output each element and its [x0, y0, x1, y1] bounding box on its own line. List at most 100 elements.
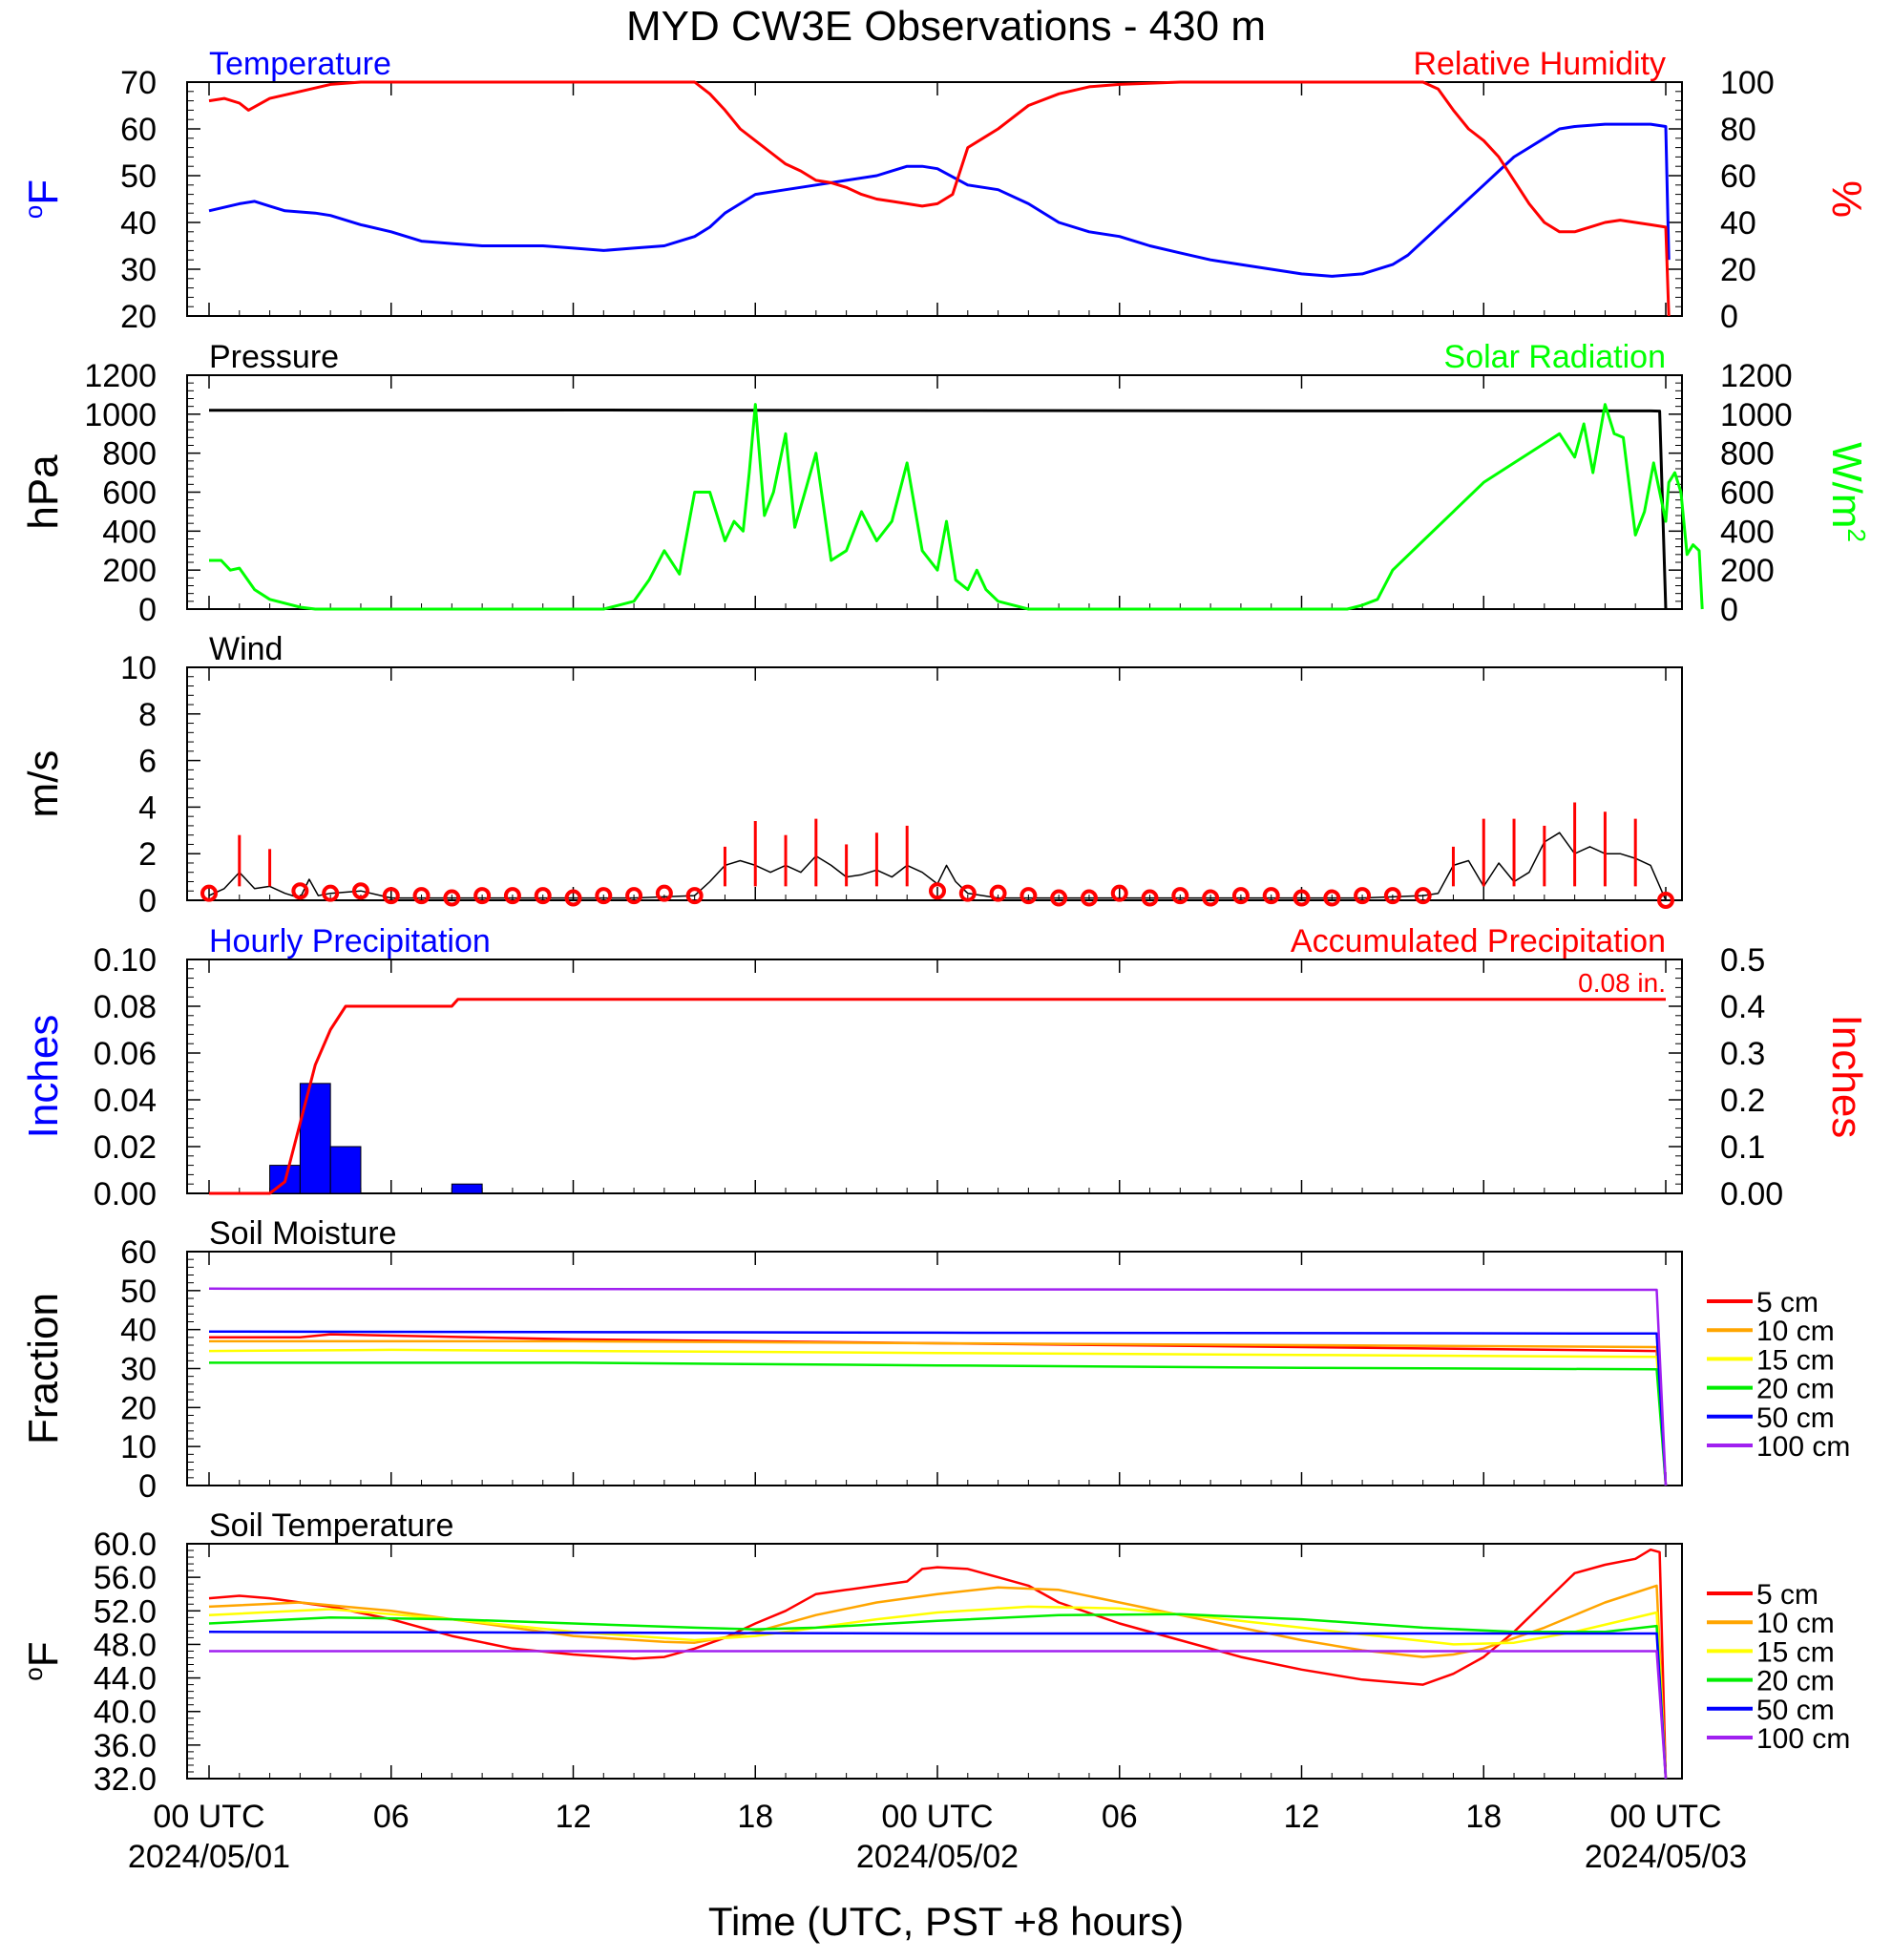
legend-label: 15 cm [1756, 1636, 1835, 1668]
calm-wind-marker [1293, 889, 1311, 907]
y-tick-label-left: 0.02 [94, 1129, 157, 1166]
legend-label: 20 cm [1756, 1666, 1835, 1697]
calm-wind-marker [200, 884, 218, 902]
y-tick-label-left: 0 [138, 592, 157, 628]
x-tick-label: 00 UTC [881, 1799, 993, 1835]
y-tick-label-left: 50 [120, 158, 157, 195]
panel-label-left: Wind [209, 631, 283, 667]
chart-title: MYD CW3E Observations - 430 m [626, 3, 1266, 50]
x-tick-label: 18 [737, 1799, 773, 1835]
panel-label-right: Accumulated Precipitation [1291, 923, 1666, 959]
x-axis-label: Time (UTC, PST +8 hours) [708, 1899, 1184, 1944]
y-tick-label-right: 0.2 [1720, 1083, 1765, 1119]
x-tick-label: 06 [1102, 1799, 1138, 1835]
y-tick-label-right: 0.3 [1720, 1036, 1765, 1072]
calm-wind-marker [625, 887, 643, 905]
y-tick-label-left: 0.10 [94, 942, 157, 979]
y-tick-label-left: 0 [138, 1468, 157, 1505]
x-axis: 00 UTC 2024/05/01 06 12 18 00 UTC 2024/05/02 06… [128, 1799, 1747, 1875]
calm-wind-marker [989, 884, 1007, 902]
y-tick-label-right: 0.1 [1720, 1129, 1765, 1166]
y-tick-label-left: 48.0 [94, 1627, 157, 1663]
y-tick-label-left: 56.0 [94, 1560, 157, 1596]
y-tick-label-left: 200 [102, 553, 157, 589]
legend-label: 15 cm [1756, 1344, 1835, 1376]
y-tick-label-left: 10 [120, 650, 157, 686]
x-tick-label: 12 [556, 1799, 592, 1835]
y-tick-label-left: 1200 [84, 358, 157, 394]
calm-wind-marker [443, 889, 461, 907]
y-tick-label-left: 4 [138, 790, 157, 826]
x-tick-label: 00 UTC [1609, 1799, 1721, 1835]
y-tick-label-left: 0 [138, 883, 157, 919]
panel-temperature_humidity: Temperature Relative Humidity 20 30 40 50 60 70… [19, 46, 1870, 335]
y-tick-label-right: 80 [1720, 112, 1756, 148]
y-tick-label-left: 6 [138, 744, 157, 780]
panel-label-left: Temperature [209, 46, 391, 82]
calm-wind-marker [1414, 887, 1432, 905]
soil-line-100cm [208, 1287, 1668, 1486]
precip-bar [329, 1146, 362, 1194]
y-axis-label-right: % [1823, 180, 1870, 218]
y-tick-label-left: 0.04 [94, 1083, 157, 1119]
y-axis-label-right: Inches [1823, 1015, 1870, 1139]
legend-label: 50 cm [1756, 1695, 1835, 1726]
y-tick-label-left: 50 [120, 1274, 157, 1310]
panel-frame [186, 666, 1683, 901]
legend-label: 5 cm [1756, 1287, 1818, 1318]
y-tick-label-left: 0.00 [94, 1176, 157, 1212]
calm-wind-marker [1231, 887, 1250, 905]
calm-wind-marker [958, 884, 977, 902]
panel-wind: Wind 0 2 4 6 8 10 m/s [20, 631, 1683, 919]
y-tick-label-left: 20 [120, 1390, 157, 1426]
y-tick-label-left: 40 [120, 1313, 157, 1349]
y-tick-label-left: 2 [138, 836, 157, 873]
calm-wind-marker [564, 889, 582, 907]
humidity-line [208, 80, 1671, 317]
y-tick-label-left: 36.0 [94, 1728, 157, 1764]
pressure-line [208, 409, 1668, 610]
panel-soil_temperature: Soil Temperature 32.036.040.044.048.052.0… [19, 1507, 1850, 1798]
x-tick-label: 06 [373, 1799, 410, 1835]
calm-wind-marker [503, 887, 521, 905]
y-tick-label-left: 1000 [84, 397, 157, 433]
calm-wind-marker [1141, 889, 1159, 907]
y-axis-label-left: Fraction [20, 1293, 67, 1444]
temperature-line [208, 122, 1671, 278]
y-tick-label-left: 40 [120, 205, 157, 242]
calm-wind-marker [1171, 887, 1189, 905]
calm-wind-marker [1020, 887, 1038, 905]
y-tick-label-right: 1200 [1720, 358, 1793, 394]
accumulated-precip-line [209, 998, 1666, 1195]
y-tick-label-right: 600 [1720, 475, 1775, 512]
panel-label-left: Soil Moisture [209, 1215, 397, 1252]
calm-wind-marker [1323, 889, 1341, 907]
calm-wind-marker [351, 882, 369, 900]
y-tick-label-right: 0.5 [1720, 942, 1765, 979]
soil-line-100cm [209, 1650, 1668, 1780]
soil-line-20cm [209, 1361, 1668, 1486]
y-tick-label-left: 60.0 [94, 1527, 157, 1563]
calm-wind-marker [1657, 892, 1674, 909]
y-axis-label-left: hPa [20, 454, 67, 530]
calm-wind-marker [655, 884, 673, 902]
calm-wind-marker [685, 887, 704, 905]
panel-frame [186, 81, 1683, 317]
precip-total-label: 0.08 in. [1578, 968, 1666, 998]
y-tick-label-right: 20 [1720, 252, 1756, 288]
calm-wind-marker [1202, 889, 1220, 907]
y-axis-label-right: W/m2 [1823, 442, 1871, 542]
calm-wind-marker [1110, 884, 1128, 902]
soil-line-20cm [208, 1612, 1668, 1780]
legend-label: 20 cm [1756, 1374, 1835, 1405]
y-axis-label-left: Inches [20, 1015, 67, 1139]
x-tick-label: 12 [1284, 1799, 1320, 1835]
panel-label-left: Pressure [209, 339, 339, 375]
precip-bar [451, 1183, 483, 1194]
soil-line-5cm [209, 1333, 1668, 1486]
legend-label: 100 cm [1756, 1723, 1850, 1755]
